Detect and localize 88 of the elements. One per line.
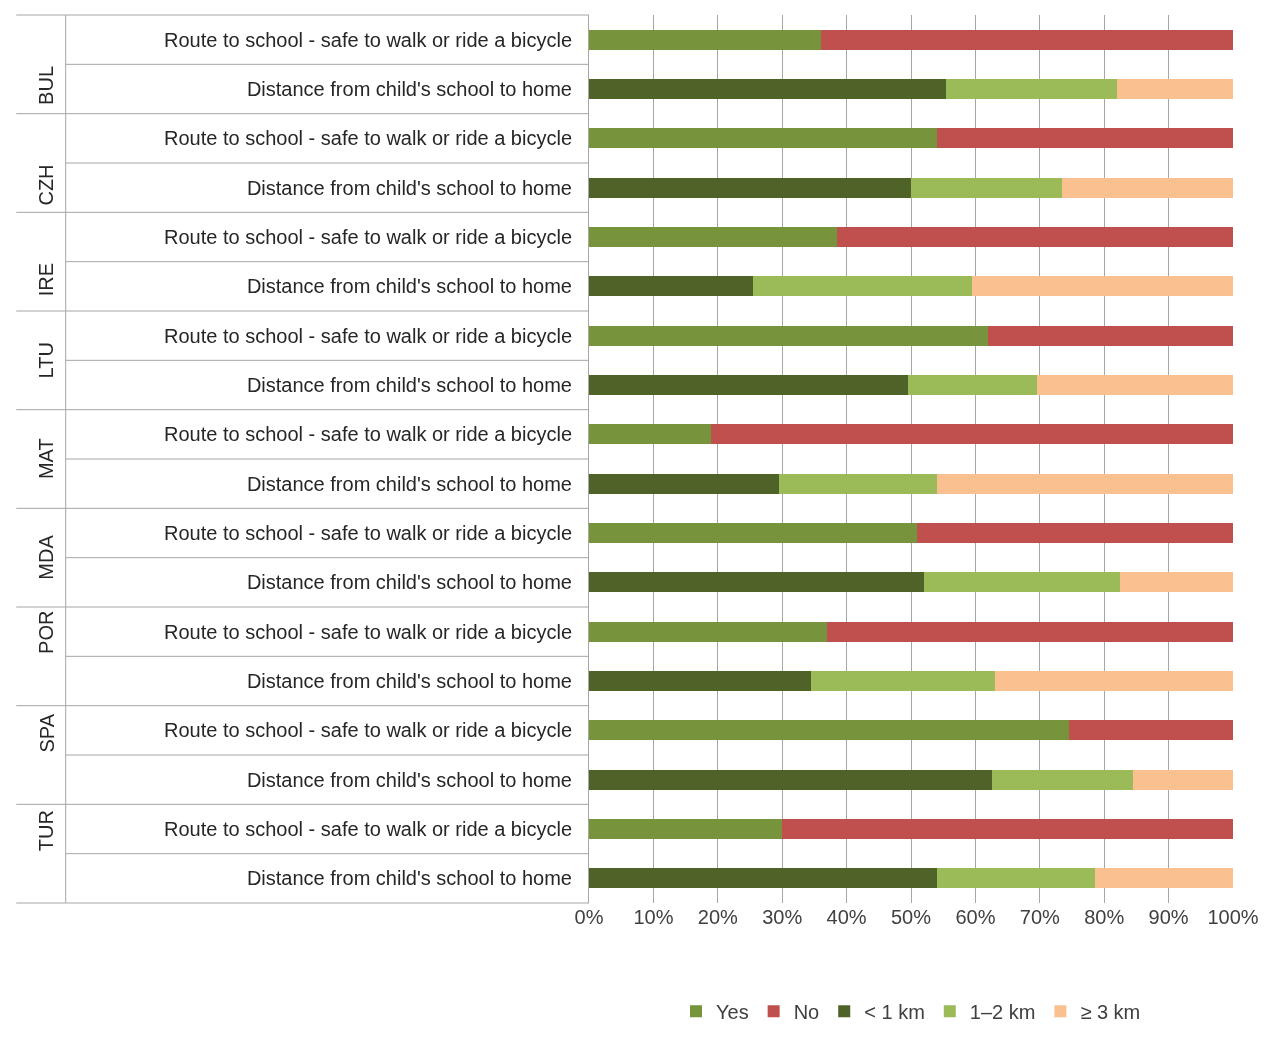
legend-label: No	[793, 1001, 820, 1024]
legend-label: 1–2 km	[969, 1001, 1036, 1024]
y-tick-label: Distance from child's school to home	[246, 275, 572, 298]
bar	[1117, 79, 1233, 99]
bar	[589, 375, 908, 395]
bar	[589, 621, 828, 642]
x-tick-label: 40%	[826, 906, 867, 928]
bar	[917, 523, 1233, 543]
bar	[936, 473, 1233, 494]
x-tick-label: 0%	[574, 906, 604, 928]
bar	[589, 424, 712, 445]
bar	[988, 325, 1233, 346]
legend-label: Yes	[716, 1001, 749, 1024]
bar	[589, 473, 779, 494]
bar	[946, 79, 1118, 99]
y-tick-label: Distance from child's school to home	[246, 670, 572, 692]
x-tick-label: 50%	[890, 906, 932, 928]
y-tick-label: Distance from child's school to home	[246, 768, 572, 791]
bar	[753, 276, 973, 297]
y-tick-label: Route to school - safe to walk or ride a bicycle	[164, 324, 572, 347]
bar	[994, 671, 1233, 691]
bar	[1094, 868, 1233, 889]
bar	[1133, 769, 1233, 790]
bar	[589, 720, 1069, 741]
bar	[589, 572, 924, 593]
bar	[911, 177, 1063, 198]
text: POR	[35, 610, 58, 654]
y-tick-label: Route to school - safe to walk or ride a bicycle	[164, 719, 572, 742]
bar	[589, 819, 783, 839]
legend-label: ≥ 3 km	[1080, 1001, 1141, 1024]
bar	[936, 128, 1233, 149]
bar	[589, 325, 989, 346]
y-tick-label: Route to school - safe to walk or ride a bicycle	[164, 620, 572, 643]
bar	[589, 29, 821, 50]
bar	[589, 79, 947, 99]
bar	[936, 868, 1095, 889]
x-tick-label: 100%	[1207, 906, 1259, 928]
bar	[589, 177, 911, 198]
y-tick-label: Distance from child's school to home	[246, 571, 572, 594]
bar	[1062, 177, 1233, 198]
y-tick-label: Route to school - safe to walk or ride a bicycle	[164, 818, 572, 840]
text: LTU	[34, 342, 57, 379]
text: IRE	[34, 262, 57, 297]
x-tick-label: 70%	[1019, 906, 1061, 928]
bar	[820, 29, 1233, 50]
bar	[972, 276, 1233, 297]
bar	[1068, 720, 1233, 741]
bar	[811, 671, 995, 691]
y-tick-label: Route to school - safe to walk or ride a bicycle	[164, 127, 572, 150]
x-tick-label: 30%	[762, 906, 803, 928]
bar	[778, 473, 937, 494]
text: CZH	[34, 164, 57, 206]
bar	[782, 819, 1233, 839]
legend-label: < 1 km	[864, 1001, 925, 1024]
text: MAT	[35, 438, 58, 480]
bar	[711, 424, 1233, 445]
bar	[589, 227, 837, 247]
bar	[907, 375, 1037, 395]
y-tick-label: Distance from child's school to home	[246, 867, 572, 890]
bar	[991, 769, 1134, 790]
text: TUR	[34, 810, 57, 852]
y-tick-label: Distance from child's school to home	[246, 374, 572, 396]
x-tick-label: 90%	[1148, 906, 1189, 928]
bar	[589, 523, 918, 543]
bar	[827, 621, 1233, 642]
bar	[589, 868, 937, 889]
x-tick-label: 10%	[633, 906, 674, 928]
text: SPA	[35, 713, 58, 753]
bar	[589, 128, 937, 149]
bar	[1120, 572, 1233, 593]
y-tick-label: Distance from child's school to home	[246, 472, 572, 495]
bar	[589, 769, 992, 790]
x-tick-label: 20%	[697, 906, 739, 928]
text: BUL	[35, 65, 58, 105]
y-tick-label: Distance from child's school to home	[246, 78, 572, 100]
y-tick-label: Route to school - safe to walk or ride a bicycle	[164, 423, 572, 446]
x-tick-label: 60%	[955, 906, 996, 928]
bar	[923, 572, 1121, 593]
bar	[1036, 375, 1233, 395]
bar	[836, 227, 1233, 247]
x-tick-label: 80%	[1084, 906, 1125, 928]
y-tick-label: Route to school - safe to walk or ride a bicycle	[164, 28, 572, 51]
y-tick-label: Distance from child's school to home	[246, 176, 572, 199]
y-tick-label: Route to school - safe to walk or ride a bicycle	[164, 226, 572, 248]
text: MDA	[35, 534, 58, 580]
bar	[589, 671, 812, 691]
bar	[589, 276, 754, 297]
y-tick-label: Route to school - safe to walk or ride a bicycle	[164, 522, 572, 544]
